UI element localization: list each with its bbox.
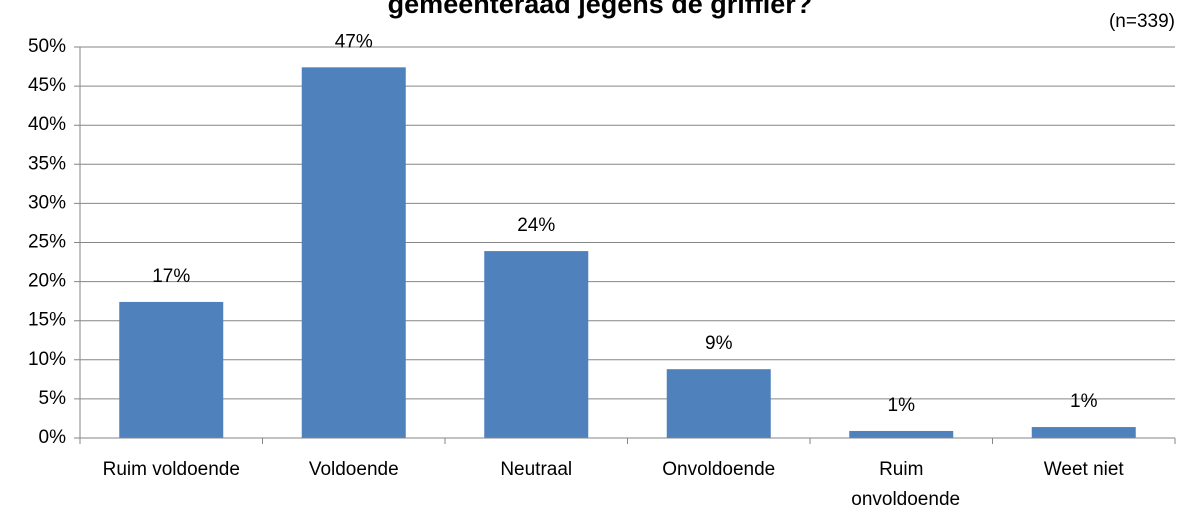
bar: [849, 430, 954, 438]
chart-subtitle: (n=339): [1109, 11, 1175, 32]
x-tick-label: Ruim voldoende: [102, 459, 240, 480]
bar: [484, 251, 589, 438]
y-tick-label: 50%: [28, 36, 66, 57]
y-tick-label: 0%: [39, 427, 67, 448]
x-tick-label: Ruim onvoldoende: [851, 459, 961, 510]
y-tick-label: 10%: [28, 349, 66, 370]
chart-title: gemeenteraad jegens de griffier?: [388, 0, 813, 19]
bar: [666, 369, 771, 438]
bar: [1031, 427, 1136, 438]
y-tick-label: 20%: [28, 271, 66, 292]
y-tick-label: 25%: [28, 232, 66, 253]
x-tick-label-box: Ruim onvoldoende: [851, 459, 961, 510]
y-tick-label: 40%: [28, 114, 66, 135]
data-label: 1%: [1070, 391, 1098, 412]
x-tick-label-box: Voldoende: [308, 459, 399, 480]
data-label: 47%: [335, 31, 373, 52]
bar: [301, 67, 406, 438]
x-tick-label-box: Ruim voldoende: [102, 459, 240, 480]
data-label: 17%: [152, 266, 190, 287]
y-tick-label: 30%: [28, 192, 66, 213]
y-tick-label: 35%: [28, 153, 66, 174]
bar: [119, 301, 224, 438]
data-label: 1%: [888, 395, 916, 416]
y-tick-label: 45%: [28, 75, 66, 96]
x-tick-label-box: Weet niet: [1043, 459, 1124, 480]
data-label: 9%: [705, 333, 733, 354]
x-tick-label: Voldoende: [308, 459, 399, 480]
y-tick-label: 15%: [28, 310, 66, 331]
x-tick-label: Neutraal: [500, 459, 573, 480]
x-tick-label: Weet niet: [1043, 459, 1124, 480]
x-tick-label-box: Neutraal: [500, 459, 573, 480]
data-label: 24%: [517, 215, 555, 236]
y-tick-label: 5%: [39, 388, 67, 409]
x-tick-label-box: Onvoldoende: [662, 459, 776, 480]
x-tick-label: Onvoldoende: [662, 459, 776, 480]
